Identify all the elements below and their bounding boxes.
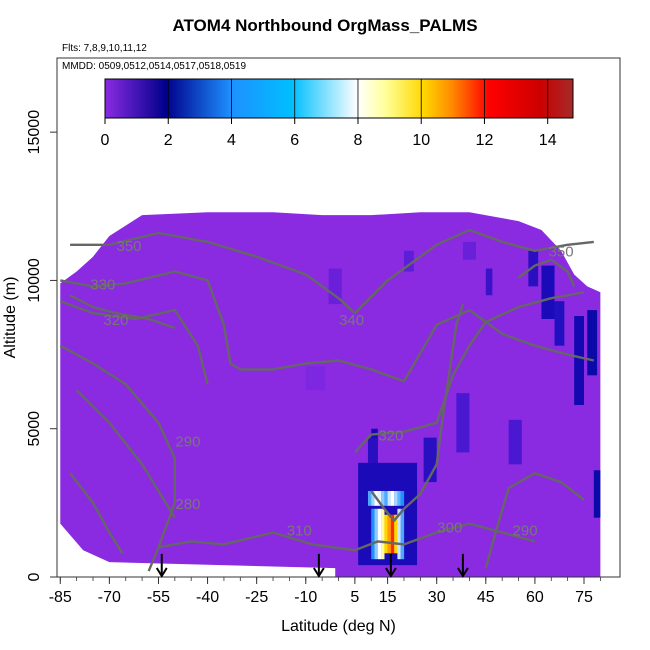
contour-label: 350 <box>549 244 574 261</box>
chart-title: ATOM4 Northbound OrgMass_PALMS <box>172 16 478 35</box>
contour-line <box>517 258 576 287</box>
curtain-patch <box>462 241 476 260</box>
colorbar-tick-label: 14 <box>539 132 557 149</box>
contour-label: 330 <box>90 276 115 293</box>
contour-line <box>69 294 176 330</box>
x-tick-label: 60 <box>526 589 544 606</box>
flight-arrow-head <box>385 567 397 578</box>
x-tick-label: 75 <box>575 589 593 606</box>
contour-line <box>70 228 594 315</box>
contour-line <box>158 522 536 552</box>
x-tick-label: -40 <box>196 589 219 606</box>
colorbar-tick-label: 4 <box>227 132 236 149</box>
curtain-patch <box>485 268 493 296</box>
contour-line <box>75 389 176 519</box>
plume-cell <box>377 490 382 506</box>
curtain-patch <box>574 316 584 405</box>
plume-cell <box>384 490 388 506</box>
curtain-patch <box>593 470 601 518</box>
x-tick-label: -55 <box>147 589 170 606</box>
plume-cell <box>397 508 401 560</box>
contour-label: 320 <box>378 428 403 445</box>
contour-label: 310 <box>287 522 312 539</box>
curtain-patch <box>508 419 522 465</box>
plume-cell <box>400 490 405 506</box>
curtain-patch <box>541 265 555 319</box>
curtain-patch <box>528 250 539 287</box>
y-tick-label: 10000 <box>26 258 43 303</box>
colorbar-tick-label: 0 <box>101 132 110 149</box>
plume-cell <box>397 490 401 506</box>
plume-cell <box>377 508 382 560</box>
plume-cell <box>394 514 398 554</box>
plume-cell <box>387 514 392 554</box>
plume-cell <box>390 514 395 554</box>
plume-column-top <box>367 437 378 463</box>
contour-line <box>59 344 176 572</box>
plume-cell <box>387 490 392 506</box>
x-tick-label: 45 <box>477 589 495 606</box>
contour-label: 280 <box>175 496 200 513</box>
plume-cell <box>381 508 385 560</box>
curtain-patch <box>456 393 470 453</box>
flight-arrow-head <box>457 567 469 578</box>
colorbar-tick-label: 8 <box>354 132 363 149</box>
x-tick-label: -85 <box>49 589 72 606</box>
contour-label: 300 <box>437 520 462 537</box>
contour-label: 320 <box>103 312 128 329</box>
x-axis-label: Latitude (deg N) <box>281 618 396 635</box>
curtain-patch <box>328 268 342 305</box>
curtain-patch <box>554 301 565 346</box>
y-tick-label: 0 <box>26 572 43 581</box>
y-tick-label: 5000 <box>26 411 43 447</box>
contour-line <box>370 303 465 522</box>
contour-line <box>59 300 209 385</box>
contour-label: 340 <box>339 312 364 329</box>
x-tick-label: -10 <box>294 589 317 606</box>
plume-cell <box>371 508 375 560</box>
y-axis-label: Altitude (m) <box>2 277 19 359</box>
colorbar-tick-label: 12 <box>476 132 494 149</box>
plume-cell <box>371 490 375 506</box>
colorbar-tick-label: 10 <box>412 132 430 149</box>
contour-line <box>484 472 585 569</box>
plume-cell <box>381 490 385 506</box>
x-tick-label: -25 <box>245 589 268 606</box>
contour-line <box>354 291 585 454</box>
flight-arrow-head <box>155 567 168 578</box>
flights-note: Flts: 7,8,9,10,11,12 <box>62 43 147 54</box>
x-tick-label: 5 <box>350 589 359 606</box>
contour-line <box>60 270 595 383</box>
plume-cell <box>374 508 378 560</box>
dates-note: MMDD: 0509,0512,0514,0517,0518,0519 <box>62 61 247 72</box>
plume-cell <box>367 490 372 506</box>
curtain-patch <box>305 366 326 391</box>
plume-cell <box>390 490 395 506</box>
contour-label: 290 <box>175 434 200 451</box>
curtain-patch <box>587 310 598 376</box>
contour-line <box>69 472 124 554</box>
contour-label: 290 <box>513 522 538 539</box>
plume-cell <box>384 514 388 554</box>
colorbar-tick-label: 2 <box>164 132 173 149</box>
x-tick-label: 15 <box>379 589 397 606</box>
colorbar <box>104 78 574 119</box>
plume-cell <box>400 508 405 560</box>
contour-label: 350 <box>116 238 141 255</box>
y-tick-label: 15000 <box>26 110 43 155</box>
curtain-field <box>60 212 601 577</box>
x-tick-label: -70 <box>98 589 121 606</box>
x-tick-label: 30 <box>428 589 446 606</box>
colorbar-tick-label: 6 <box>290 132 299 149</box>
plume-cell <box>394 490 398 506</box>
flight-arrow-head <box>313 567 325 578</box>
curtain-patch <box>403 250 414 272</box>
